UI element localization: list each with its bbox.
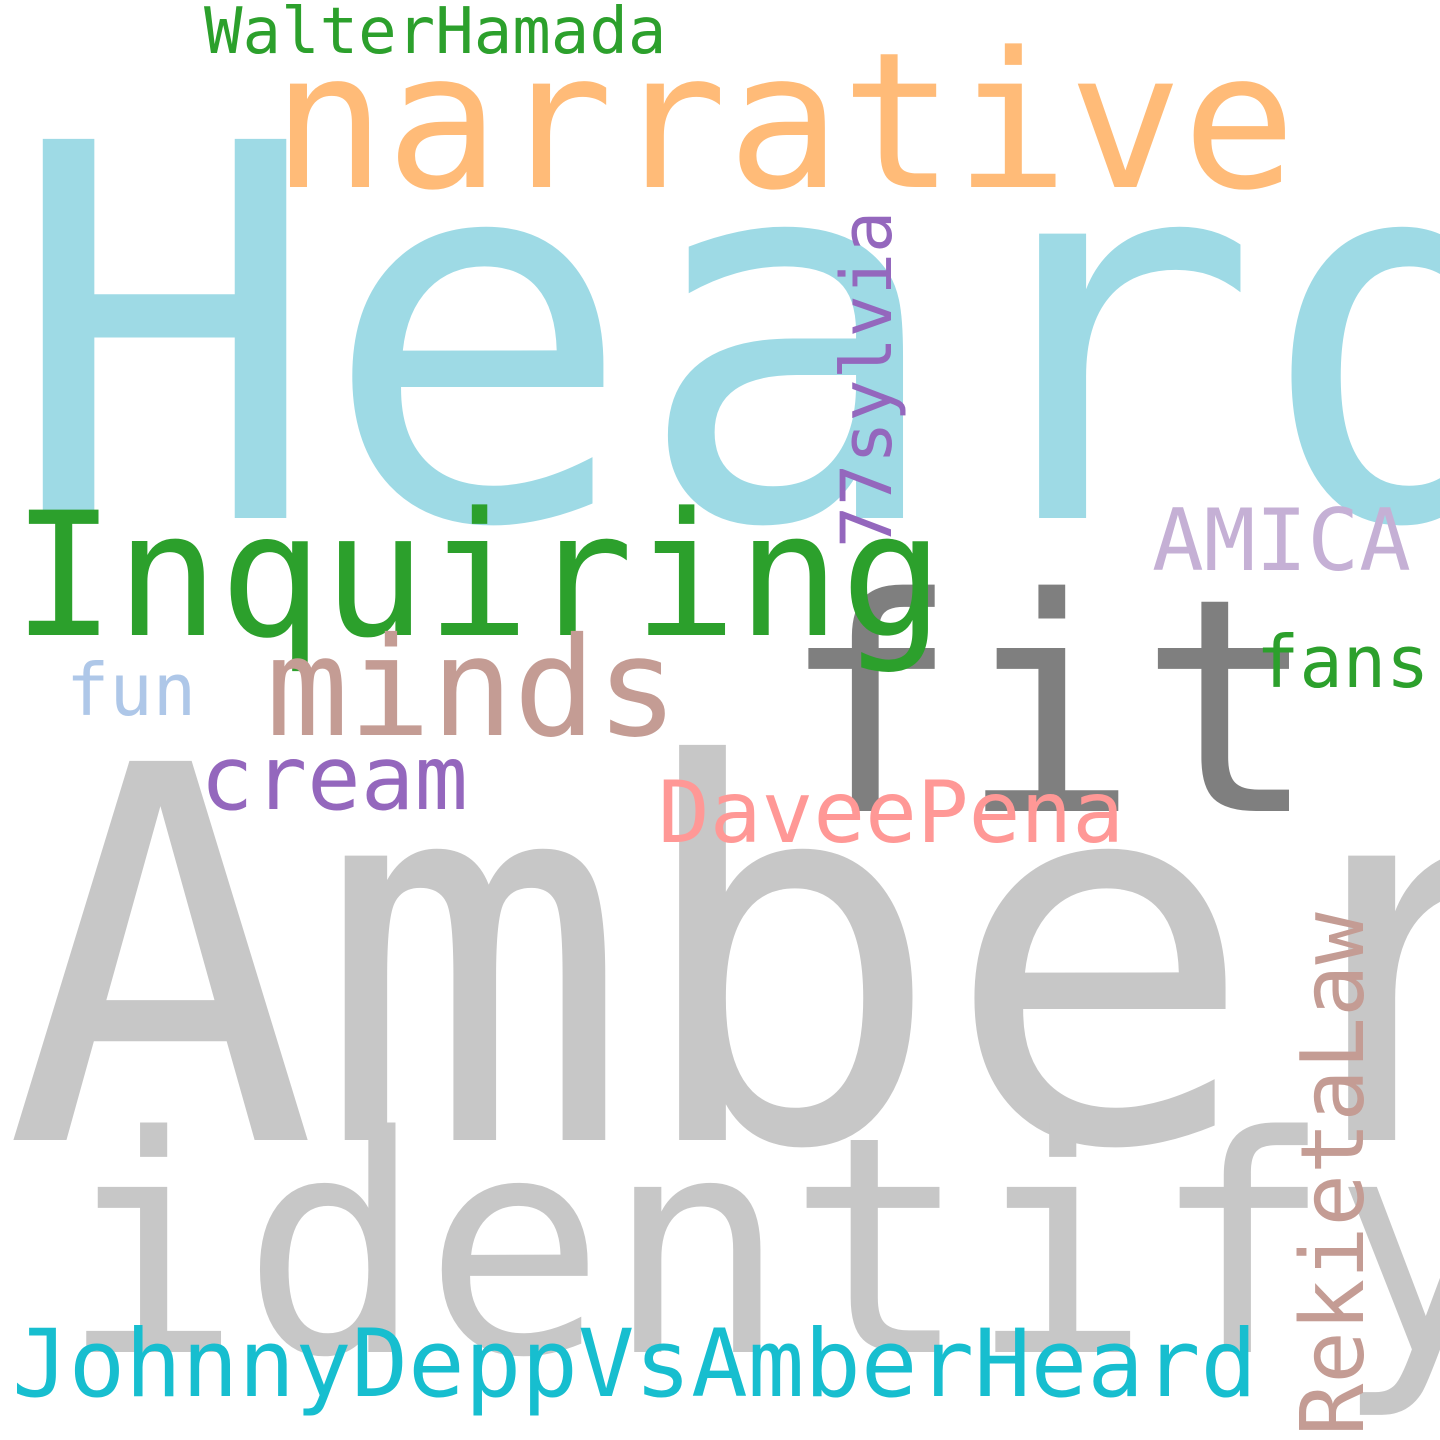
word-fun: fun <box>66 648 197 732</box>
word-minds: minds <box>266 609 679 768</box>
word-narrative: narrative <box>272 12 1297 232</box>
word-fit: fit <box>780 535 1319 882</box>
word-walterhamada: WalterHamada <box>204 0 667 69</box>
word-daveepena: DaveePena <box>658 763 1124 863</box>
word-cream: cream <box>200 726 468 830</box>
word-fans: fans <box>1256 620 1430 704</box>
word-77sylvia: 77sylvia <box>826 210 908 548</box>
word-heard: Heard <box>8 35 1440 641</box>
word-rekietalaw: RekietaLaw <box>1282 912 1384 1436</box>
word-amber: Amber <box>4 657 1440 1263</box>
word-johnnydeppvsamberheard: JohnnyDeppVsAmberHeard <box>12 1310 1258 1419</box>
word-amica: AMICA <box>1152 491 1411 591</box>
word-inquiring: Inquiring <box>12 475 944 676</box>
word-identify: identify <box>60 1073 1440 1424</box>
